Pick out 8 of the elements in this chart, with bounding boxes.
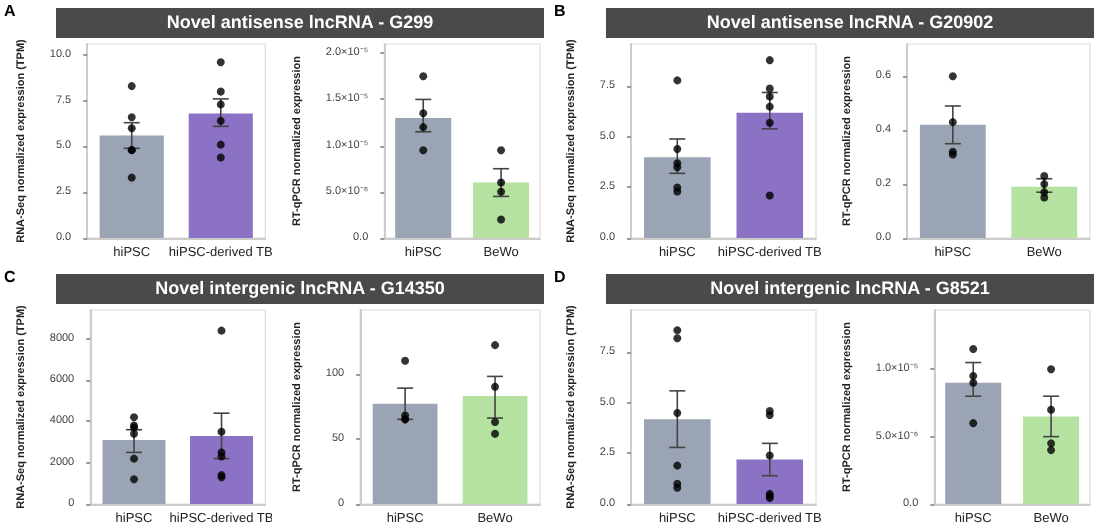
text: D (554, 268, 566, 286)
text: A (4, 2, 16, 20)
chart-title: Novel antisense lncRNA - G299 (56, 8, 544, 38)
text: B (554, 2, 566, 20)
chart-title: Novel antisense lncRNA - G20902 (606, 8, 1094, 38)
chart-title: Novel intergenic lncRNA - G14350 (56, 274, 544, 304)
chart-title: Novel intergenic lncRNA - G8521 (606, 274, 1094, 304)
text: C (4, 268, 16, 286)
